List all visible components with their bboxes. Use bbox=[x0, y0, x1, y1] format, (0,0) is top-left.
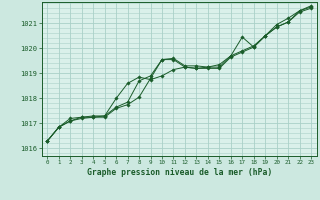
X-axis label: Graphe pression niveau de la mer (hPa): Graphe pression niveau de la mer (hPa) bbox=[87, 168, 272, 177]
